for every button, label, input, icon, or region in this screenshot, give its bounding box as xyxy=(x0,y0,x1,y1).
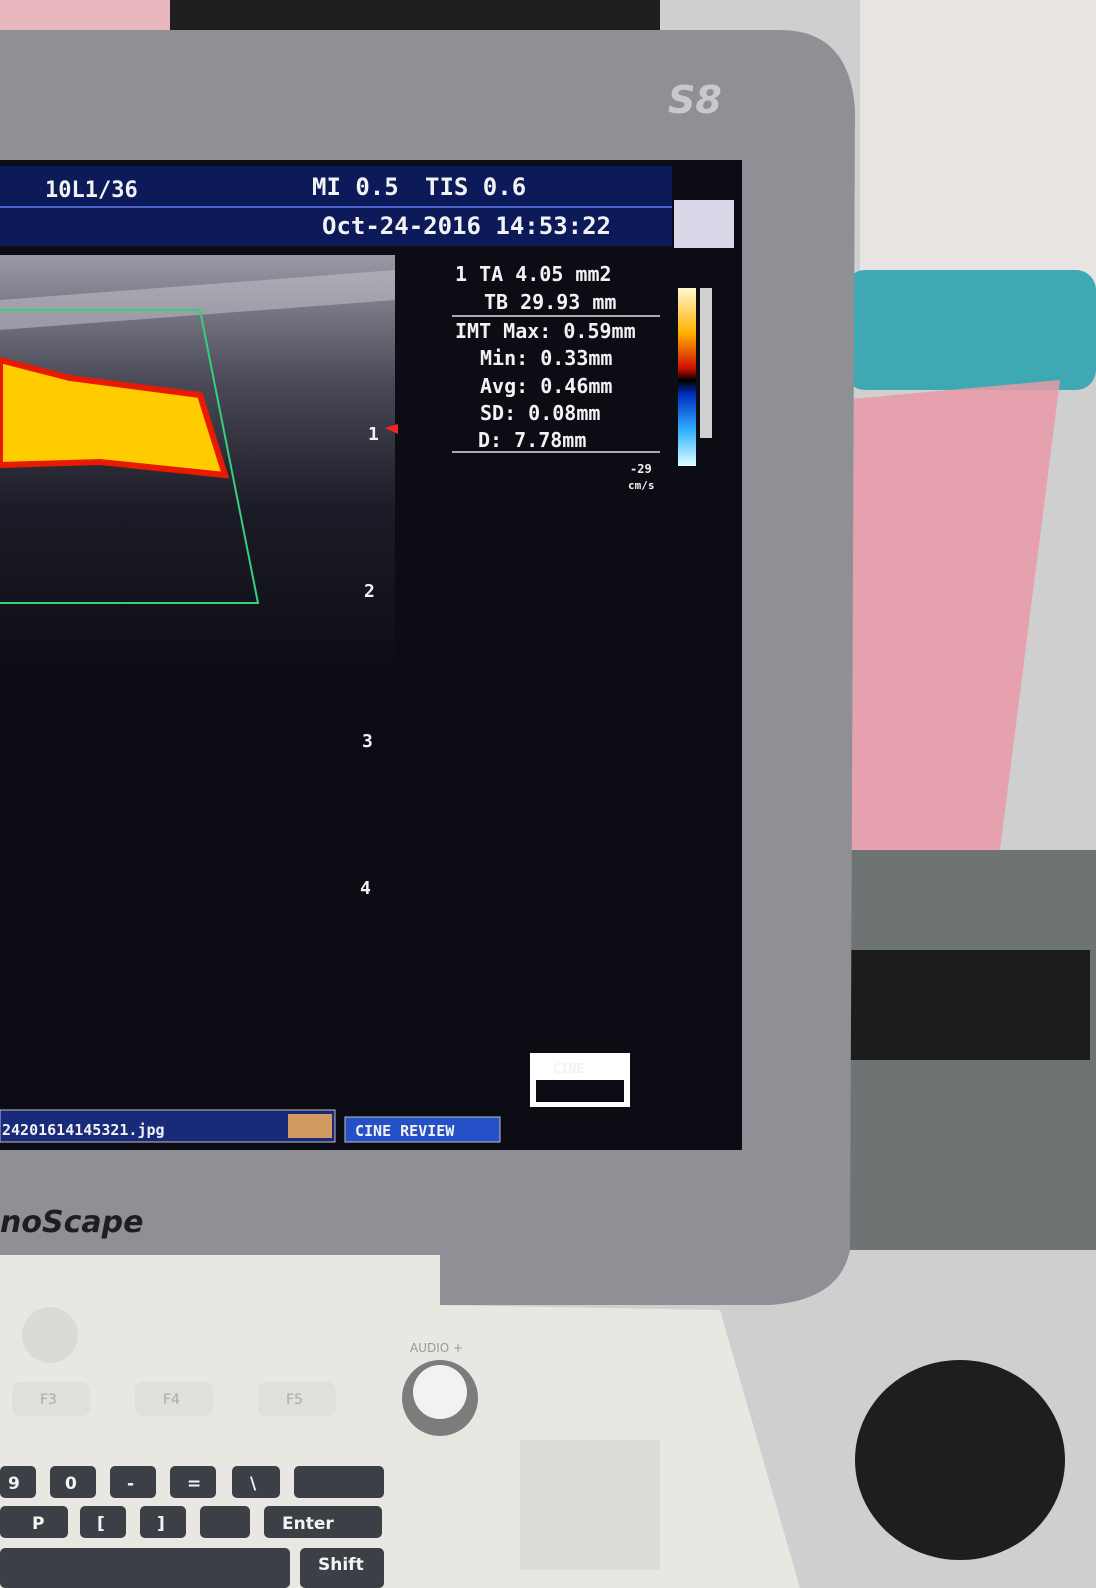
cine-review-button[interactable] xyxy=(344,1116,501,1143)
key[interactable] xyxy=(80,1506,126,1538)
key-label: [ xyxy=(97,1514,105,1534)
key-label: \ xyxy=(250,1474,257,1494)
function-key-label: F3 xyxy=(40,1392,57,1408)
key-label: 0 xyxy=(65,1474,77,1494)
function-key[interactable] xyxy=(12,1382,90,1416)
function-key[interactable] xyxy=(258,1382,336,1416)
measurements: 1 TA 4.05 mm2 TB 29.93 mm IMT Max: 0.59m… xyxy=(455,262,636,452)
function-key-label: F5 xyxy=(286,1392,303,1408)
key[interactable] xyxy=(0,1506,68,1538)
probe: 10L1/36 xyxy=(45,178,138,203)
cine-review: CINE REVIEW xyxy=(355,1122,455,1140)
measurement: Min: 0.33mm xyxy=(480,346,612,370)
audio-label: AUDIO + xyxy=(410,1341,463,1355)
handle xyxy=(170,0,660,35)
brand-badge: S8 xyxy=(668,78,722,122)
velocity-unit: cm/s xyxy=(628,479,655,492)
file-icon xyxy=(288,1114,332,1138)
key[interactable] xyxy=(294,1466,384,1498)
tissue-band xyxy=(0,270,395,330)
thumbnail xyxy=(674,200,734,248)
key[interactable] xyxy=(110,1466,156,1498)
key[interactable] xyxy=(264,1506,382,1538)
key[interactable] xyxy=(140,1506,186,1538)
power-button[interactable] xyxy=(22,1307,78,1363)
tis-index: TIS 0.6 xyxy=(425,173,526,201)
color-flow xyxy=(0,356,230,479)
measurement: TB 29.93 mm xyxy=(484,290,616,314)
key-label: - xyxy=(127,1474,134,1494)
wall xyxy=(860,0,1096,300)
measurement: 1 TA 4.05 mm2 xyxy=(455,262,612,286)
function-key-label: F4 xyxy=(163,1392,180,1408)
top-object xyxy=(0,0,170,30)
depth-mark: 4 xyxy=(360,878,371,899)
date-time: Oct-24-2016 14:53:22 xyxy=(322,212,611,240)
keys: 9 0 - = \ P [ ] Enter Shift xyxy=(0,1466,384,1588)
measurement: SD: 0.08mm xyxy=(480,401,600,425)
key-label: = xyxy=(187,1474,201,1494)
measurement: D: 7.78mm xyxy=(478,428,586,452)
function-key[interactable] xyxy=(135,1382,213,1416)
key[interactable] xyxy=(0,1548,290,1588)
cine-label: CINE xyxy=(553,1062,584,1077)
power-adapter xyxy=(830,950,1090,1060)
file-bar[interactable] xyxy=(0,1109,336,1143)
mi-index: MI 0.5 xyxy=(312,173,399,201)
key-label: ] xyxy=(157,1514,165,1534)
key-label: 9 xyxy=(8,1474,20,1494)
key-label: P xyxy=(32,1514,44,1534)
brand-logo: noScape xyxy=(0,1205,143,1240)
key[interactable] xyxy=(200,1506,250,1538)
velocity-limit: -29 xyxy=(630,462,652,476)
key-label: Enter xyxy=(282,1514,334,1534)
pink-bag xyxy=(810,380,1060,860)
teal-tray xyxy=(845,270,1096,390)
cup-holder xyxy=(855,1360,1065,1560)
key[interactable] xyxy=(300,1548,384,1588)
file-name: 24201614145321.jpg xyxy=(2,1121,165,1139)
cine-progress xyxy=(536,1080,624,1102)
depth-scale: 1 2 3 4 xyxy=(360,424,379,899)
key[interactable] xyxy=(170,1466,216,1498)
measurement: IMT Max: 0.59mm xyxy=(455,319,636,343)
depth-mark: 1 xyxy=(368,424,379,445)
color-scale xyxy=(678,288,696,466)
color-box xyxy=(0,309,260,604)
key[interactable] xyxy=(50,1466,96,1498)
key[interactable] xyxy=(232,1466,280,1498)
depth-mark: 3 xyxy=(362,731,373,752)
focus-marker xyxy=(385,424,398,434)
audio-knob-cap xyxy=(413,1365,467,1419)
slider-panel xyxy=(520,1440,660,1570)
depth-mark: 2 xyxy=(364,581,375,602)
key[interactable] xyxy=(0,1466,36,1498)
measurement: Avg: 0.46mm xyxy=(480,374,612,398)
gray-scale xyxy=(700,288,712,438)
key-label: Shift xyxy=(318,1555,364,1575)
